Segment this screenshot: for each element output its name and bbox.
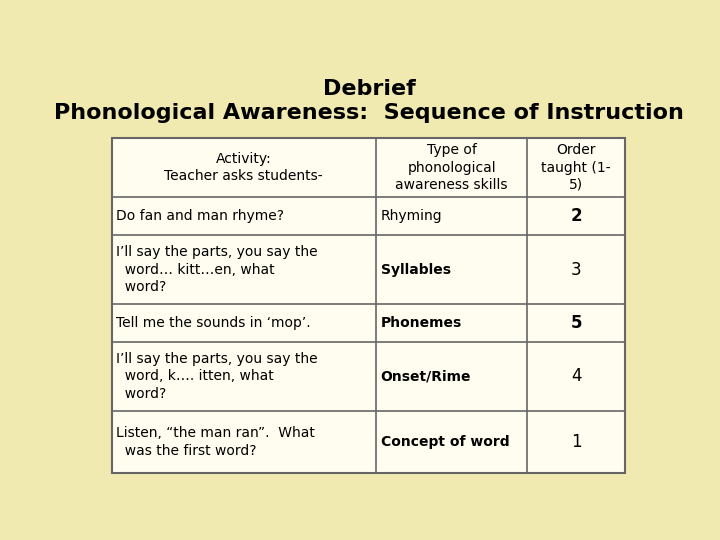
Text: Onset/Rime: Onset/Rime xyxy=(381,369,471,383)
Text: Do fan and man rhyme?: Do fan and man rhyme? xyxy=(117,209,284,223)
Text: 4: 4 xyxy=(571,367,581,386)
Text: Order
taught (1-
5): Order taught (1- 5) xyxy=(541,143,611,192)
Text: Activity:
Teacher asks students-: Activity: Teacher asks students- xyxy=(164,152,323,183)
Text: Rhyming: Rhyming xyxy=(381,209,442,223)
Text: Type of
phonological
awareness skills: Type of phonological awareness skills xyxy=(395,143,508,192)
Text: 5: 5 xyxy=(570,314,582,332)
Text: I’ll say the parts, you say the
  word, k…. itten, what
  word?: I’ll say the parts, you say the word, k…… xyxy=(117,352,318,401)
Text: Listen, “the man ran”.  What
  was the first word?: Listen, “the man ran”. What was the firs… xyxy=(117,426,315,457)
Text: 2: 2 xyxy=(570,207,582,225)
Text: Syllables: Syllables xyxy=(381,262,451,276)
Text: Debrief: Debrief xyxy=(323,79,415,99)
Text: Phonological Awareness:  Sequence of Instruction: Phonological Awareness: Sequence of Inst… xyxy=(54,103,684,123)
Text: 1: 1 xyxy=(571,433,581,451)
Text: I’ll say the parts, you say the
  word… kitt…en, what
  word?: I’ll say the parts, you say the word… ki… xyxy=(117,245,318,294)
Text: Concept of word: Concept of word xyxy=(381,435,509,449)
Text: Phonemes: Phonemes xyxy=(381,316,462,330)
Text: 3: 3 xyxy=(571,261,581,279)
Bar xyxy=(112,138,625,473)
Text: Tell me the sounds in ‘mop’.: Tell me the sounds in ‘mop’. xyxy=(117,316,311,330)
